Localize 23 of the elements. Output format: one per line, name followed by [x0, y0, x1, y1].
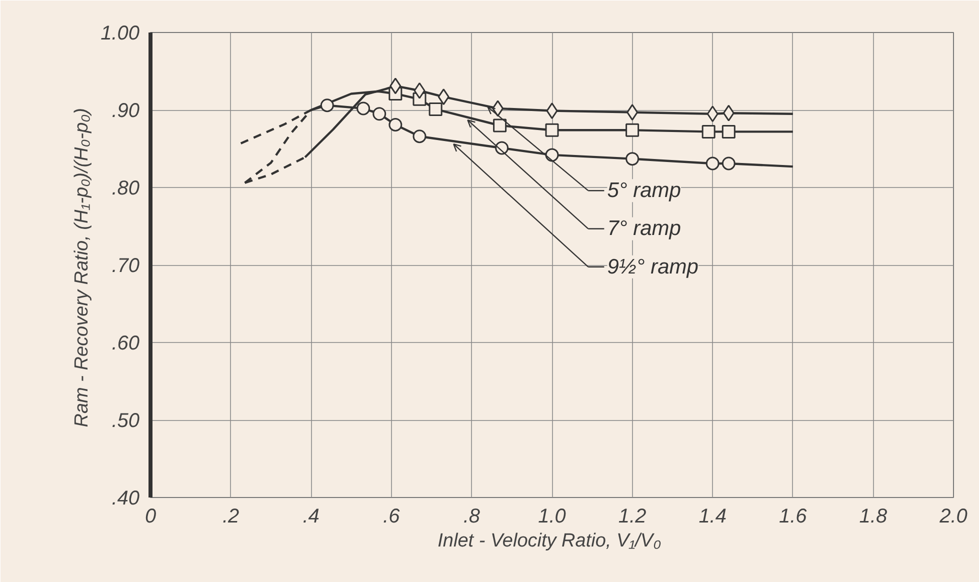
x-tick-label: .8 — [463, 506, 480, 528]
annotation: 7° ramp — [607, 217, 681, 240]
x-tick-label: 1.0 — [538, 506, 566, 528]
y-tick-label: .50 — [112, 410, 140, 432]
x-tick-label: .6 — [383, 506, 401, 528]
x-tick-label: .4 — [302, 506, 320, 528]
annotation: 5° ramp — [607, 179, 681, 202]
y-tick-label: .60 — [112, 332, 140, 354]
y-tick-label: .40 — [112, 488, 140, 510]
x-tick-label: .2 — [222, 506, 240, 528]
y-tick-label: .70 — [112, 255, 140, 277]
x-tick-label: 2.0 — [938, 506, 968, 528]
y-tick-label: 1.00 — [100, 22, 140, 44]
x-tick-label: 1.2 — [618, 506, 646, 528]
y-tick-label: .90 — [112, 100, 140, 122]
x-tick-label: 1.8 — [859, 506, 888, 528]
x-tick-label: 0 — [144, 506, 156, 528]
y-tick-label: .80 — [112, 178, 140, 200]
annotation: 9½° ramp — [607, 255, 698, 278]
x-tick-label: 1.4 — [698, 506, 727, 528]
y-axis-title: Ram - Recovery Ratio, (H₁-p₀)/(H₀-p₀) — [72, 108, 93, 428]
x-axis-title: Inlet - Velocity Ratio, V₁/V₀ — [438, 530, 662, 552]
x-tick-label: 1.6 — [779, 506, 808, 528]
